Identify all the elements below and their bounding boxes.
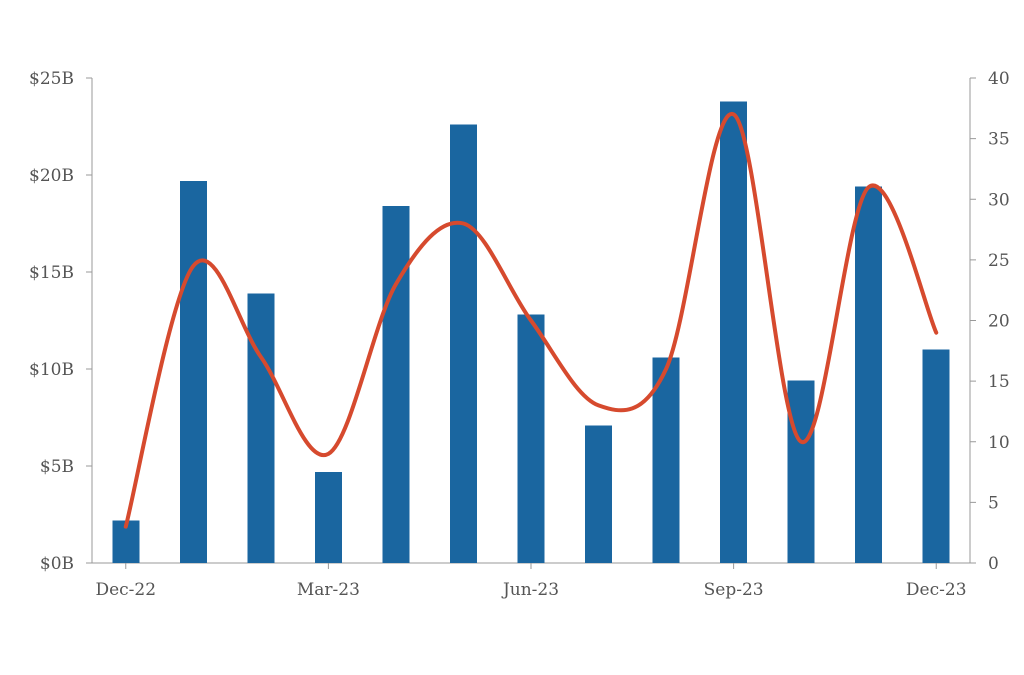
bar [787,380,815,563]
x-tick-label: Dec-22 [95,580,156,600]
right-tick-label: 40 [988,69,1010,89]
bar [314,471,342,563]
right-tick-label: 35 [988,130,1010,150]
line-series [123,112,939,529]
x-axis: Dec-22 Mar-23 Jun-23 Sep-23 Dec-23 [92,562,970,600]
bar [855,186,883,563]
x-tick-label: Mar-23 [297,580,360,600]
left-tick-label: $15B [29,263,74,283]
bar-series [112,101,950,564]
x-tick-label: Dec-23 [906,580,967,600]
bar [720,101,748,563]
right-tick-label: 10 [988,433,1010,453]
bar [922,349,950,563]
right-axis: 0 5 10 15 20 25 30 35 40 [969,69,1010,574]
right-tick-label: 25 [988,251,1010,271]
right-tick-label: 20 [988,312,1010,332]
left-tick-label: $25B [29,69,74,89]
series-line [123,112,939,529]
left-tick-label: $20B [29,166,74,186]
bar [247,293,275,563]
x-tick-label: Jun-23 [501,580,559,600]
bar [179,180,207,563]
right-tick-label: 15 [988,372,1010,392]
bar [585,425,613,563]
bar [652,357,680,563]
right-tick-label: 0 [988,554,999,574]
left-axis: $0B $5B $10B $15B $20B $25B [29,69,93,574]
left-tick-label: $5B [40,457,74,477]
right-tick-label: 5 [988,493,999,513]
bar [382,206,410,564]
bar [449,124,477,563]
bar [517,314,545,563]
right-tick-label: 30 [988,190,1010,210]
left-tick-label: $0B [40,554,74,574]
left-tick-label: $10B [29,360,74,380]
x-tick-label: Sep-23 [704,580,764,600]
